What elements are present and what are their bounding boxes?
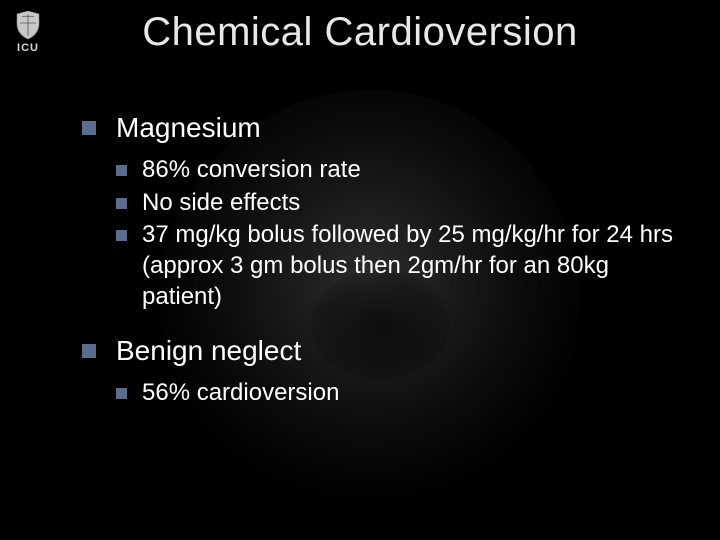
- level1-label: Benign neglect: [116, 335, 301, 366]
- slide-body: Magnesium 86% conversion rate No side ef…: [82, 110, 680, 428]
- bullet-level1: Magnesium: [82, 110, 680, 145]
- level2-group: 86% conversion rate No side effects 37 m…: [116, 155, 680, 313]
- level1-label: Magnesium: [116, 112, 261, 143]
- slide: ICU Chemical Cardioversion Magnesium 86%…: [0, 0, 720, 540]
- square-bullet-icon: [82, 344, 96, 358]
- square-bullet-icon: [116, 198, 127, 209]
- bullet-level2: 86% conversion rate: [116, 155, 680, 186]
- slide-title: Chemical Cardioversion: [0, 10, 720, 55]
- bullet-level1: Benign neglect: [82, 333, 680, 368]
- square-bullet-icon: [116, 388, 127, 399]
- bullet-level2: 37 mg/kg bolus followed by 25 mg/kg/hr f…: [116, 220, 680, 312]
- square-bullet-icon: [116, 165, 127, 176]
- bullet-level2: 56% cardioversion: [116, 378, 680, 409]
- level2-label: 56% cardioversion: [142, 379, 339, 406]
- square-bullet-icon: [116, 230, 127, 241]
- level2-label: 37 mg/kg bolus followed by 25 mg/kg/hr f…: [142, 221, 673, 309]
- level2-label: No side effects: [142, 189, 300, 216]
- bullet-level2: No side effects: [116, 188, 680, 219]
- level2-label: 86% conversion rate: [142, 156, 361, 183]
- square-bullet-icon: [82, 121, 96, 135]
- level2-group: 56% cardioversion: [116, 378, 680, 409]
